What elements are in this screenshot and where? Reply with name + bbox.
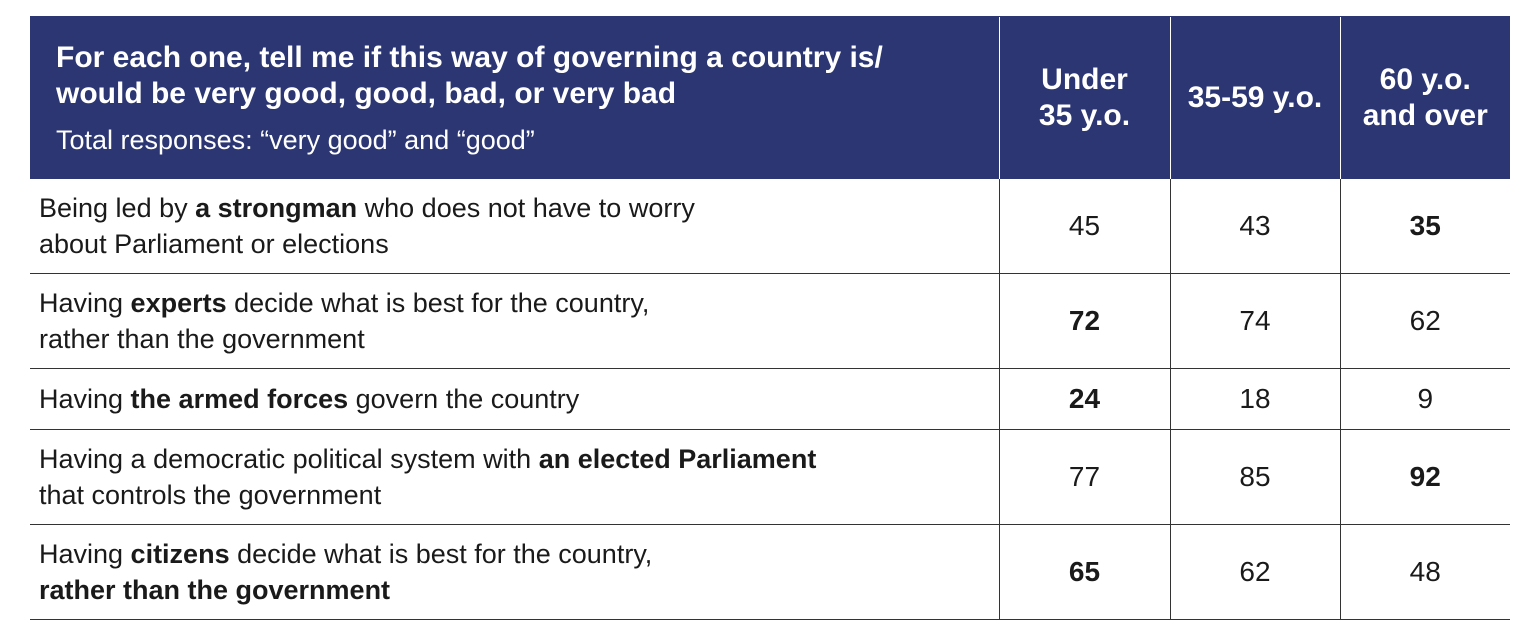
- row-label-emphasis: the armed forces: [130, 384, 349, 414]
- value-cell: 48: [1339, 524, 1510, 620]
- row-label-text: Being led by: [39, 193, 196, 223]
- row-label-text: Having: [39, 539, 131, 569]
- value-cell: 62: [1339, 273, 1510, 369]
- table-title: For each one, tell me if this way of gov…: [56, 41, 883, 110]
- value-cell: 9: [1339, 368, 1510, 430]
- row-label-text: Having: [39, 288, 131, 318]
- row-label-text: decide what is best for the country,: [226, 288, 650, 318]
- row-label-text: govern the country: [348, 384, 580, 414]
- row-label: Having experts decide what is best for t…: [30, 273, 999, 369]
- row-label-text: about Parliament or elections: [39, 229, 389, 259]
- survey-table: For each one, tell me if this way of gov…: [30, 16, 1510, 620]
- value-cell: 85: [1169, 429, 1340, 525]
- value-cell: 77: [998, 429, 1170, 525]
- value-cell: 45: [998, 179, 1170, 274]
- table-row: Having citizens decide what is best for …: [30, 524, 1510, 620]
- table-subtitle: Total responses: “very good” and “good”: [56, 125, 535, 155]
- row-label-text: that controls the government: [39, 480, 382, 510]
- column-header-line: 35 y.o.: [1038, 99, 1131, 132]
- table-row: Having experts decide what is best for t…: [30, 273, 1510, 369]
- column-header-line: 60 y.o.: [1379, 63, 1471, 96]
- row-label-emphasis: experts: [130, 288, 227, 318]
- column-header-under-35: Under 35 y.o.: [998, 16, 1170, 179]
- value-cell: 43: [1169, 179, 1340, 274]
- row-label-text: Having a democratic political system wit…: [39, 444, 539, 474]
- value-cell: 35: [1339, 179, 1510, 274]
- column-header-60-over: 60 y.o. and over: [1339, 16, 1510, 179]
- value-cell: 72: [998, 273, 1170, 369]
- row-label-emphasis: an elected Parliament: [538, 444, 817, 474]
- table-row: Being led by a strongman who does not ha…: [30, 179, 1510, 274]
- value-cell: 62: [1169, 524, 1340, 620]
- row-label: Having a democratic political system wit…: [30, 429, 999, 525]
- value-cell: 74: [1169, 273, 1340, 369]
- column-header-line: Under: [1041, 63, 1128, 96]
- row-label-emphasis: rather than the government: [39, 575, 391, 605]
- row-label-text: Having: [39, 384, 131, 414]
- row-label: Having citizens decide what is best for …: [30, 524, 999, 620]
- row-label-text: who does not have to worry: [357, 193, 695, 223]
- column-header-line: 35-59 y.o.: [1187, 81, 1323, 114]
- table-row: Having the armed forces govern the count…: [30, 368, 1510, 430]
- table-row: Having a democratic political system wit…: [30, 429, 1510, 525]
- column-header-line: and over: [1362, 99, 1488, 132]
- row-label-emphasis: a strongman: [195, 193, 358, 223]
- row-label: Being led by a strongman who does not ha…: [30, 179, 999, 274]
- column-header-35-59: 35-59 y.o.: [1169, 16, 1340, 179]
- value-cell: 18: [1169, 368, 1340, 430]
- question-header-cell: For each one, tell me if this way of gov…: [30, 16, 999, 179]
- value-cell: 24: [998, 368, 1170, 430]
- row-label-text: decide what is best for the country,: [229, 539, 653, 569]
- row-label-text: rather than the government: [39, 324, 365, 354]
- value-cell: 92: [1339, 429, 1510, 525]
- table-body: Being led by a strongman who does not ha…: [30, 179, 1510, 620]
- row-label: Having the armed forces govern the count…: [30, 368, 999, 430]
- row-label-emphasis: citizens: [130, 539, 230, 569]
- value-cell: 65: [998, 524, 1170, 620]
- table-header: For each one, tell me if this way of gov…: [30, 16, 1510, 179]
